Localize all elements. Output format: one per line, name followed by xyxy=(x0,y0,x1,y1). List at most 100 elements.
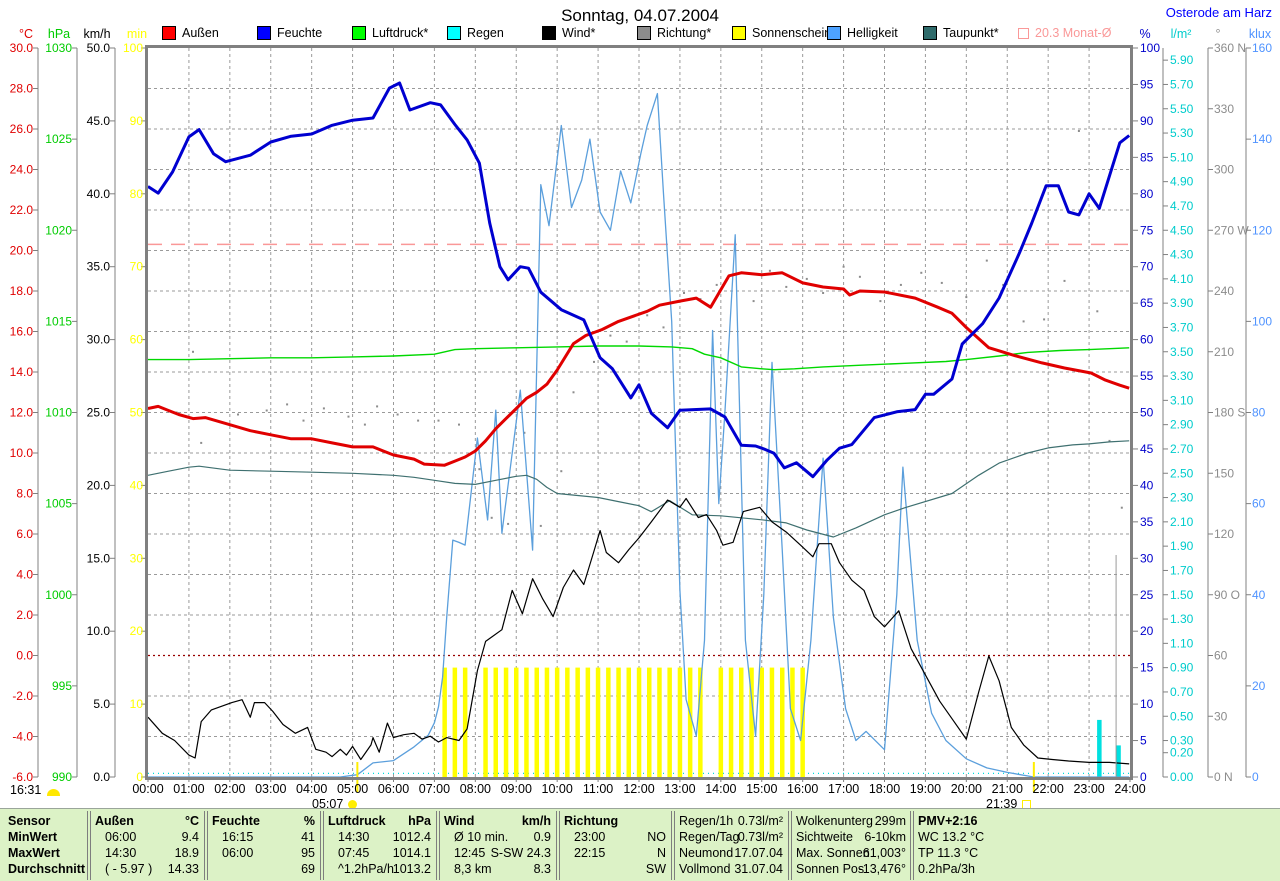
xaxis-label: 19:00 xyxy=(910,782,941,796)
table-column-divider xyxy=(671,811,675,880)
legend-item-wind-[interactable]: Wind* xyxy=(542,26,595,40)
table-cell-label: ( - 5.97 ) xyxy=(105,862,153,876)
table-cell-label: Ø 10 min. xyxy=(454,830,509,844)
table-column-wolkenunterg: Wolkenunterg 299m Sichtweite 6-10km Max. Son… xyxy=(796,813,906,879)
table-cell-value: 14.33 xyxy=(167,862,199,876)
table-cell-label: Wind xyxy=(444,814,475,828)
bar-sonnenschein xyxy=(739,667,744,777)
axis-tick-label-temp: 2.0 xyxy=(16,608,33,622)
axis-tick-label-rain: 2.90 xyxy=(1170,418,1194,432)
sunrise-marker-label: 05:07 xyxy=(312,797,358,811)
axis-tick-label-rain: 0.90 xyxy=(1170,661,1194,675)
series-line-auen xyxy=(147,271,1130,467)
table-row: 14:30 1012.4 xyxy=(328,829,431,845)
axis-tick-label-humidity: 85 xyxy=(1140,150,1154,164)
xaxis-label: 17:00 xyxy=(828,782,859,796)
series-line-wind xyxy=(147,497,1130,765)
series-line-feuchte xyxy=(147,81,1131,479)
table-column-divider xyxy=(204,811,208,880)
axis-unit-klux: klux xyxy=(1249,27,1272,41)
legend-item-helligkeit[interactable]: Helligkeit xyxy=(827,26,898,40)
axis-tick-label-sun: 90 xyxy=(130,114,144,128)
table-cell-value: 0.73l/m² xyxy=(737,814,783,828)
bar-regen xyxy=(1116,745,1121,777)
legend-item-20-3-monat-[interactable]: 20.3 Monat-Ø xyxy=(1018,26,1111,40)
bar-regen xyxy=(1097,719,1102,777)
legend-item-au-en[interactable]: Außen xyxy=(162,26,219,40)
axis-tick-label-rain: 0.50 xyxy=(1170,709,1194,723)
table-column-divider xyxy=(556,811,560,880)
bar-sonnenschein xyxy=(606,667,611,777)
xaxis-label: 21:00 xyxy=(992,782,1023,796)
table-column-divider xyxy=(87,811,91,880)
weather-chart[interactable]: °C30.028.026.024.022.020.018.016.014.012… xyxy=(0,0,1280,812)
axis-tick-label-humidity: 40 xyxy=(1140,478,1154,492)
table-cell-label: ^1.2hPa/h xyxy=(338,862,394,876)
table-cell-label: 23:00 xyxy=(574,830,606,844)
dot-richtung xyxy=(363,423,366,426)
legend-item-label: Helligkeit xyxy=(847,26,898,40)
legend-item-luftdruck-[interactable]: Luftdruck* xyxy=(352,26,428,40)
axis-tick-label-temp: -4.0 xyxy=(12,730,33,744)
table-cell-label: Sonnen Pos xyxy=(796,862,865,876)
axis-tick-label-rain: 4.10 xyxy=(1170,272,1194,286)
table-cell-label: 12:45 xyxy=(454,846,486,860)
axis-tick-label-rain: 3.50 xyxy=(1170,345,1194,359)
legend-color-swatch xyxy=(1018,27,1029,39)
dot-richtung xyxy=(920,271,923,274)
table-row: 12:45 S-SW 24.3 xyxy=(444,845,551,861)
station-name: Osterode am Harz xyxy=(1165,5,1272,20)
axis-tick-label-sun: 100 xyxy=(123,41,143,55)
table-column-feuchte: Feuchte% 16:15 41 06:00 95 69 xyxy=(212,813,315,879)
axis-tick-label-rain: 4.70 xyxy=(1170,199,1194,213)
axis-tick-label-wind: 45.0 xyxy=(87,114,111,128)
legend-item-feuchte[interactable]: Feuchte xyxy=(257,26,322,40)
table-cell-value: 69 xyxy=(301,862,315,876)
legend-item-taupunkt-[interactable]: Taupunkt* xyxy=(923,26,999,40)
table-column-divider xyxy=(436,811,440,880)
xaxis-label: 01:00 xyxy=(173,782,204,796)
table-cell-value: 17.07.04 xyxy=(734,846,783,860)
table-cell-label: Max. Sonnen xyxy=(796,846,870,860)
legend-color-swatch xyxy=(542,26,556,40)
axis-tick-label-klux: 0 xyxy=(1252,770,1259,784)
dot-richtung xyxy=(1063,279,1066,282)
axis-unit-temp: °C xyxy=(19,27,33,41)
axis-tick-label-temp: 14.0 xyxy=(10,365,34,379)
dot-richtung xyxy=(593,360,595,363)
dot-richtung xyxy=(376,405,379,408)
table-cell-value: 6-10km xyxy=(864,830,906,844)
bar-sonnenschein xyxy=(647,667,652,777)
chart-legend: Außen Feuchte Luftdruck* Regen Wind* Richtung… xyxy=(0,26,1280,43)
axis-unit-pressure: hPa xyxy=(48,27,70,41)
table-row: WC 13.2 °C xyxy=(918,829,1098,845)
bar-sonnenschein xyxy=(636,667,642,777)
legend-item-sonnenschein[interactable]: Sonnenschein xyxy=(732,26,831,40)
bar-sonnenschein xyxy=(728,667,734,777)
table-column-divider xyxy=(320,811,324,880)
axis-tick-label-wind: 40.0 xyxy=(87,187,111,201)
table-cell-label: Regen/1h xyxy=(679,814,734,828)
dot-richtung xyxy=(396,413,399,416)
axis-tick-label-rain: 1.10 xyxy=(1170,636,1194,650)
table-header-row: PMV+2:16 xyxy=(918,813,1098,829)
axis-tick-label-sun: 40 xyxy=(130,478,144,492)
axis-tick-label-direction: 330 xyxy=(1214,102,1234,116)
axis-tick-label-rain: 1.50 xyxy=(1170,588,1194,602)
dot-richtung xyxy=(1096,310,1099,313)
legend-item-label: Außen xyxy=(182,26,219,40)
table-cell-label: MaxWert xyxy=(8,846,60,860)
table-cell-label: 8,3 km xyxy=(454,862,492,876)
bar-sonnenschein xyxy=(718,667,724,777)
xaxis-label: 14:00 xyxy=(705,782,736,796)
table-column-wind: Wind km/h Ø 10 min. 0.9 12:45 S-SW 24.3 8,3 km… xyxy=(444,813,551,879)
bar-sonnenschein xyxy=(616,667,621,777)
legend-item-richtung-[interactable]: Richtung* xyxy=(637,26,711,40)
legend-item-regen[interactable]: Regen xyxy=(447,26,504,40)
dot-richtung xyxy=(286,403,289,406)
sunrise-sun-icon xyxy=(348,799,358,809)
axis-tick-label-humidity: 10 xyxy=(1140,697,1154,711)
table-row: Sichtweite 6-10km xyxy=(796,829,906,845)
axis-tick-label-wind: 0.0 xyxy=(93,770,110,784)
